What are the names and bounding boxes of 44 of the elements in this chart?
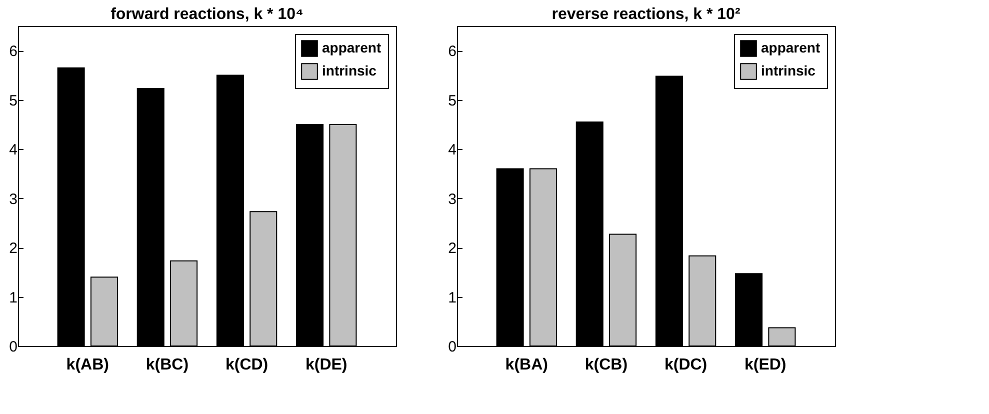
bar xyxy=(250,211,278,346)
chart-title: forward reactions, k * 10⁴ xyxy=(110,6,304,23)
y-tick-label: 4 xyxy=(9,142,18,159)
x-tick-label: k(CD) xyxy=(225,356,268,374)
y-tick-label: 1 xyxy=(9,289,18,306)
y-tick-label: 2 xyxy=(448,240,456,258)
bar xyxy=(735,273,763,346)
y-tick-label: 5 xyxy=(9,92,18,110)
y-tick-label: 6 xyxy=(9,43,18,60)
bar xyxy=(609,234,637,346)
x-tick-label: k(AB) xyxy=(66,356,109,374)
bar xyxy=(529,168,557,346)
bar xyxy=(576,122,604,346)
y-tick-label: 5 xyxy=(448,92,456,110)
bar xyxy=(216,74,244,346)
x-tick-label: k(DE) xyxy=(305,356,348,374)
legend-label: apparent xyxy=(322,40,382,56)
bar xyxy=(655,76,683,346)
y-tick-label: 0 xyxy=(448,338,456,356)
legend-label: intrinsic xyxy=(761,62,816,78)
x-tick-label: k(ED) xyxy=(744,356,786,374)
bar xyxy=(496,168,524,346)
bar xyxy=(136,88,164,346)
x-tick-label: k(DC) xyxy=(664,356,708,374)
legend-label: apparent xyxy=(761,40,820,56)
y-tick-label: 3 xyxy=(9,190,18,208)
x-tick-label: k(BC) xyxy=(146,356,189,374)
y-tick-label: 0 xyxy=(9,338,18,356)
bar xyxy=(90,276,118,346)
bar xyxy=(688,255,716,346)
x-tick-label: k(CB) xyxy=(584,356,628,374)
y-tick-label: 3 xyxy=(448,190,456,208)
y-tick-label: 2 xyxy=(9,240,18,258)
bar xyxy=(57,67,85,346)
chart-title: reverse reactions, k * 10² xyxy=(552,6,740,23)
legend-label: intrinsic xyxy=(322,62,377,78)
y-tick-label: 6 xyxy=(448,43,456,60)
y-tick-label: 1 xyxy=(448,289,456,306)
bar xyxy=(170,260,198,346)
bar xyxy=(768,327,796,346)
bar xyxy=(296,124,324,346)
x-tick-label: k(BA) xyxy=(505,356,548,374)
y-tick-label: 4 xyxy=(448,142,456,159)
bar xyxy=(329,124,357,346)
